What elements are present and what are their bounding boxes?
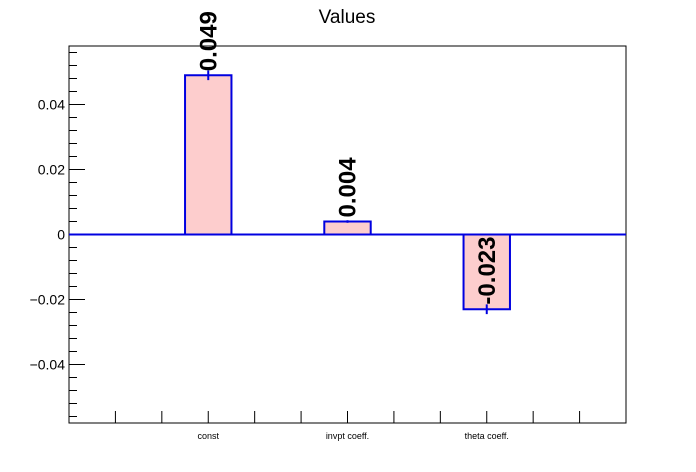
y-tick-label: 0.02 <box>38 162 65 178</box>
y-axis: −0.04 −0.02 0 0.02 0.04 <box>30 52 85 417</box>
bar <box>323 220 372 236</box>
x-category-label: theta coeff. <box>465 431 509 441</box>
value-label: 0.049 <box>195 11 222 71</box>
bars <box>184 70 511 315</box>
y-tick-label: −0.02 <box>30 292 66 308</box>
bar <box>184 74 233 236</box>
y-tick-label: 0.04 <box>38 97 65 113</box>
y-tick-label: −0.04 <box>30 357 66 373</box>
chart-title: Values <box>319 7 376 28</box>
value-label: 0.004 <box>335 157 362 218</box>
x-axis: const invpt coeff. theta coeff. <box>114 411 581 441</box>
value-label: -0.023 <box>474 237 501 305</box>
bar <box>462 233 511 311</box>
value-labels: 0.049 0.004 -0.023 <box>195 11 501 304</box>
x-category-label: const <box>197 431 219 441</box>
y-tick-label: 0 <box>57 227 65 243</box>
x-category-label: invpt coeff. <box>326 431 369 441</box>
